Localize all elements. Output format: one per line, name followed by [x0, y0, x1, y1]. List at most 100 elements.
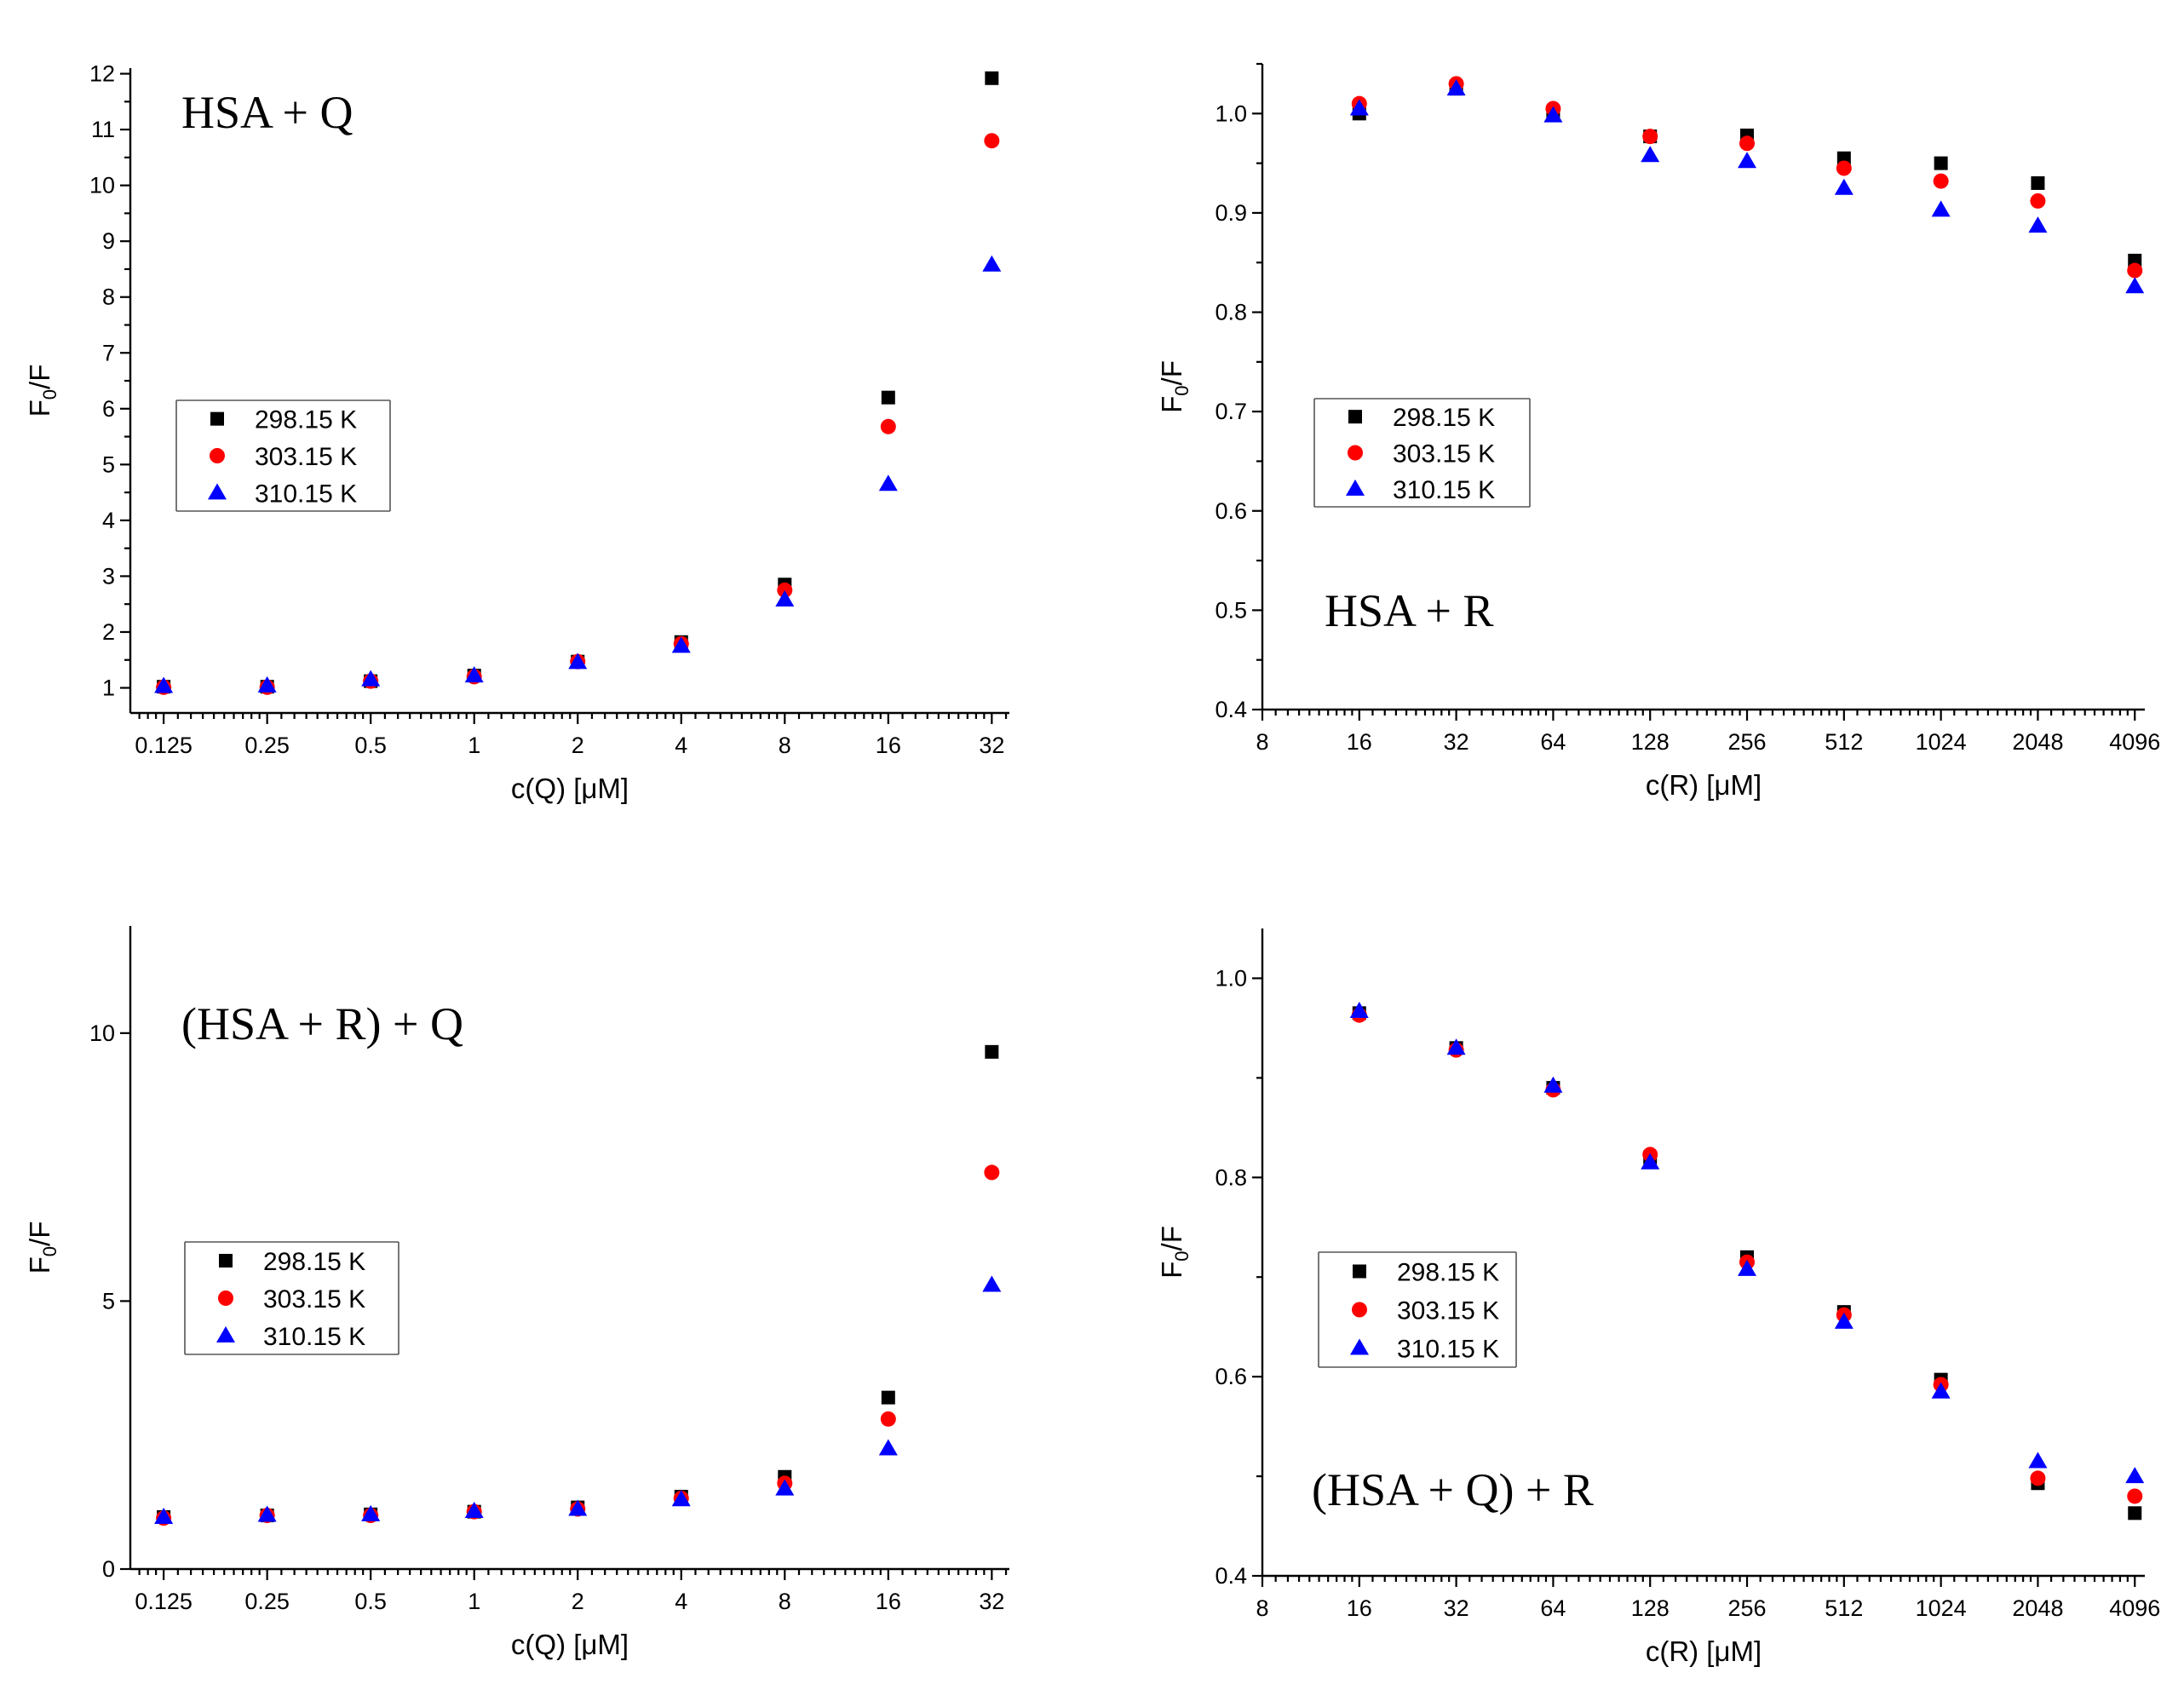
y-tick-label: 6 — [102, 396, 115, 422]
x-tick-label: 0.5 — [354, 1589, 387, 1614]
data-point — [1349, 1002, 1369, 1019]
data-point — [568, 652, 588, 670]
series-310-15-K — [154, 1275, 1002, 1524]
x-tick-label: 0.25 — [244, 1589, 290, 1614]
series-303-15-K — [1351, 76, 2143, 279]
legend-label: 303.15 K — [263, 1285, 365, 1313]
data-point — [1738, 152, 1757, 169]
legend-label: 303.15 K — [1397, 1297, 1499, 1325]
panel-title: (HSA + Q) + R — [1312, 1464, 1594, 1515]
data-point — [671, 1490, 691, 1507]
data-point — [2127, 1488, 2143, 1504]
data-point — [985, 71, 999, 85]
y-tick-label: 0.8 — [1215, 1164, 1247, 1190]
x-tick-label: 16 — [1347, 1595, 1372, 1621]
panel-title: HSA + Q — [181, 87, 353, 138]
x-tick-label: 4096 — [2109, 1595, 2160, 1621]
series-310-15-K — [154, 255, 1002, 693]
panel-title: HSA + R — [1325, 585, 1494, 636]
legend-marker — [208, 483, 227, 500]
legend-label: 298.15 K — [1393, 404, 1495, 432]
legend-label: 310.15 K — [263, 1323, 365, 1351]
x-tick-label: 0.125 — [135, 1589, 193, 1614]
data-point — [464, 1502, 484, 1519]
chart-panel-2: 0.4 0.5 0.6 0.7 0.8 0.9 1.0 8 16 32 64 128 256 512 102… — [1156, 62, 2160, 801]
data-point — [985, 1044, 999, 1059]
data-point — [361, 1504, 381, 1521]
series-298-15-K — [157, 1044, 999, 1524]
data-point — [1834, 178, 1854, 195]
data-point — [2125, 1467, 2145, 1484]
legend-label: 310.15 K — [255, 480, 357, 508]
y-tick-label: 0.7 — [1215, 399, 1247, 424]
data-point — [1642, 129, 1658, 145]
x-axis-title: c(Q) [μM] — [511, 1629, 629, 1660]
x-tick-label: 8 — [1256, 729, 1268, 755]
y-tick-label: 9 — [102, 228, 115, 254]
x-tick-label: 2048 — [2012, 1595, 2063, 1621]
x-tick-label: 4 — [675, 733, 687, 758]
legend-label: 303.15 K — [255, 443, 357, 471]
x-tick-label: 2 — [572, 733, 584, 758]
legend-marker — [1353, 1264, 1366, 1279]
data-point — [1446, 79, 1466, 96]
y-tick-label: 0.5 — [1215, 597, 1247, 623]
x-tick-label: 256 — [1727, 1595, 1766, 1621]
data-point — [1934, 156, 1948, 170]
y-tick-label: 11 — [91, 117, 115, 142]
y-tick-label: 0.6 — [1215, 498, 1247, 524]
legend: 298.15 K 303.15 K 310.15 K — [175, 400, 391, 512]
data-point — [1641, 146, 1660, 163]
data-point — [878, 474, 898, 491]
data-point — [1349, 99, 1369, 116]
x-tick-label: 16 — [876, 733, 901, 758]
legend: 298.15 K 303.15 K 310.15 K — [1313, 398, 1531, 508]
y-tick-label: 4 — [102, 508, 115, 533]
series-298-15-K — [157, 71, 999, 694]
chart-panel-3: 0 5 10 0.125 0.25 0.5 1 2 4 8 16 32 c(Q) [μM] F0/F (HS… — [24, 926, 1009, 1660]
x-tick-label: 32 — [1444, 729, 1469, 755]
data-point — [1738, 1259, 1757, 1276]
panel-title: (HSA + R) + Q — [181, 998, 463, 1049]
data-point — [1543, 1076, 1563, 1093]
x-tick-label: 2048 — [2012, 729, 2063, 755]
legend: 298.15 K 303.15 K 310.15 K — [1318, 1251, 1517, 1368]
x-tick-label: 4 — [675, 1589, 687, 1614]
data-point — [984, 1164, 1000, 1181]
y-tick-label: 0.8 — [1215, 300, 1247, 325]
x-tick-label: 64 — [1540, 1595, 1566, 1621]
legend-marker — [1348, 445, 1363, 461]
legend-marker — [218, 1290, 233, 1306]
legend-frame — [1313, 398, 1531, 508]
data-point — [1931, 200, 1951, 217]
legend-marker — [210, 411, 224, 426]
x-tick-label: 8 — [779, 1589, 791, 1614]
y-tick-label: 0.6 — [1215, 1364, 1247, 1389]
y-tick-label: 10 — [89, 173, 115, 198]
legend-label: 298.15 K — [1397, 1259, 1499, 1287]
y-tick-label: 12 — [89, 61, 115, 87]
data-point — [2028, 216, 2048, 233]
legend-frame — [1318, 1251, 1517, 1368]
series-303-15-K — [1351, 1007, 2143, 1504]
y-tick-label: 7 — [102, 340, 115, 365]
data-point — [464, 666, 484, 683]
y-tick-label: 8 — [102, 285, 115, 310]
legend-label: 310.15 K — [1397, 1336, 1499, 1364]
x-tick-label: 128 — [1631, 729, 1670, 755]
legend-frame — [175, 400, 391, 512]
legend-marker — [216, 1326, 235, 1342]
y-tick-label: 1.0 — [1215, 965, 1247, 991]
legend-marker — [1346, 479, 1365, 496]
y-tick-label: 0.9 — [1215, 200, 1247, 226]
x-tick-label: 16 — [876, 1589, 901, 1614]
data-point — [2028, 1451, 2048, 1469]
data-point — [568, 1499, 588, 1516]
legend-marker — [219, 1254, 233, 1268]
data-point — [2031, 175, 2045, 190]
legend-label: 298.15 K — [255, 406, 357, 434]
x-tick-label: 64 — [1540, 729, 1566, 755]
y-tick-label: 2 — [102, 619, 115, 645]
data-point — [1739, 135, 1756, 152]
